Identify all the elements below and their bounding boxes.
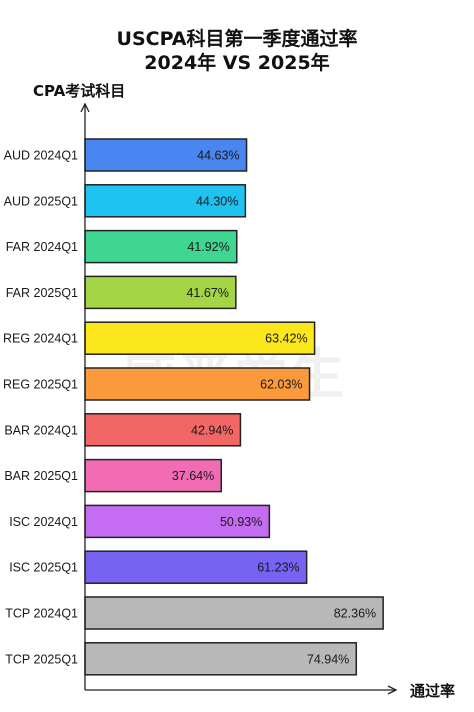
bar-isc-2024q1 (84, 504, 271, 539)
bar-value-label: 82.36% (334, 607, 376, 621)
bar-value-label: 44.30% (196, 194, 238, 208)
category-tick-label: AUD 2024Q1 (4, 149, 78, 163)
bar-value-label: 41.92% (187, 240, 229, 254)
category-tick-label: BAR 2025Q1 (4, 469, 78, 483)
category-tick-label: TCP 2024Q1 (5, 607, 78, 621)
category-tick-label: ISC 2025Q1 (9, 561, 78, 575)
bar-aud-2024q1 (84, 138, 248, 172)
chart-title: USCPA科目第一季度通过率 (116, 28, 358, 50)
chart-subtitle: 2024年 VS 2025年 (144, 52, 330, 74)
category-tick-label: FAR 2024Q1 (6, 240, 78, 254)
bar-isc-2025q1 (84, 550, 308, 584)
category-tick-label: AUD 2025Q1 (4, 194, 78, 208)
bar-value-label: 41.67% (186, 286, 228, 300)
bar-value-label: 44.63% (197, 149, 239, 163)
y-axis-label: CPA考试科目 (33, 82, 126, 100)
bar-far-2025q1 (84, 275, 237, 310)
category-tick-label: FAR 2025Q1 (6, 286, 78, 300)
x-axis-label: 通过率 (410, 682, 456, 700)
category-tick-label: REG 2025Q1 (3, 378, 78, 392)
category-tick-label: ISC 2024Q1 (9, 515, 78, 529)
bar-value-label: 61.23% (257, 561, 299, 575)
y-axis-arrow (80, 102, 90, 113)
bar-value-label: 50.93% (220, 515, 262, 529)
category-tick-label: BAR 2024Q1 (4, 423, 78, 437)
bar-tcp-2025q1 (84, 642, 358, 676)
bar-value-label: 74.94% (307, 652, 349, 666)
bar-aud-2025q1 (84, 184, 247, 218)
x-axis-arrow (387, 685, 398, 695)
bar-value-label: 37.64% (172, 469, 214, 483)
bar-bar-2025q1 (84, 458, 223, 493)
category-tick-label: REG 2024Q1 (3, 332, 78, 346)
bar-value-label: 63.42% (265, 332, 307, 346)
category-tick-label: TCP 2025Q1 (5, 652, 78, 666)
bar-reg-2025q1 (84, 367, 311, 401)
bar-value-label: 42.94% (191, 423, 233, 437)
bar-value-label: 62.03% (260, 378, 302, 392)
